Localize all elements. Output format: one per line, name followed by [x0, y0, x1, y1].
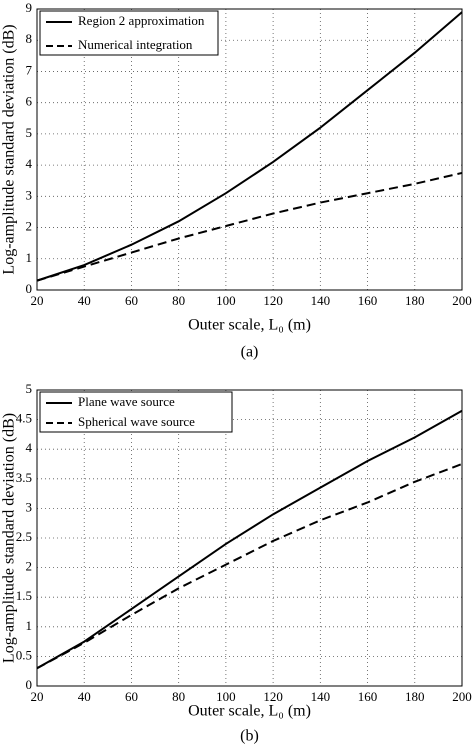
x-axis-label: Outer scale, L₀ (m): [188, 317, 311, 334]
x-tick-label: 200: [452, 689, 472, 704]
y-axis-label: Log-amplitude standard deviation (dB): [1, 24, 18, 274]
y-tick-label: 9: [26, 0, 33, 15]
data-line: [36, 171, 463, 282]
y-tick-label: 4.5: [16, 411, 32, 426]
y-tick-label: 3: [26, 187, 33, 202]
legend-label: Spherical wave source: [78, 414, 195, 429]
legend-label: Numerical integration: [78, 37, 193, 52]
x-tick-label: 160: [358, 689, 378, 704]
x-tick-label: 140: [311, 293, 331, 308]
plot-frame: [36, 8, 463, 291]
legend-label: Plane wave source: [78, 394, 175, 409]
y-tick-label: 3.5: [16, 470, 32, 485]
y-axis-label: Log-amplitude standard deviation (dB): [1, 413, 18, 663]
legend-label: Region 2 approximation: [78, 13, 205, 28]
x-tick-label: 180: [405, 293, 425, 308]
x-tick-label: 140: [311, 689, 331, 704]
data-line: [36, 463, 463, 670]
y-tick-label: 3: [26, 499, 33, 514]
y-tick-label: 1: [26, 618, 33, 633]
x-tick-label: 100: [216, 689, 236, 704]
x-tick-label: 80: [172, 293, 185, 308]
y-tick-label: 5: [26, 125, 33, 140]
x-tick-label: 100: [216, 293, 236, 308]
y-tick-label: 7: [26, 62, 33, 77]
y-tick-label: 1: [26, 250, 33, 265]
x-axis-label: Outer scale, L₀ (m): [188, 703, 311, 720]
legend-box: [39, 391, 233, 433]
x-tick-label: 60: [125, 293, 138, 308]
y-tick-label: 2: [26, 559, 33, 574]
legend-box: [39, 10, 219, 56]
x-tick-label: 20: [31, 293, 44, 308]
x-tick-label: 40: [78, 293, 91, 308]
y-tick-label: 5: [26, 381, 33, 396]
caption: (b): [240, 728, 259, 745]
y-tick-label: 0: [26, 281, 33, 296]
y-tick-label: 4: [26, 440, 33, 455]
x-tick-label: 80: [172, 689, 185, 704]
x-tick-label: 60: [125, 689, 138, 704]
x-tick-label: 120: [263, 689, 283, 704]
caption: (a): [241, 344, 259, 361]
y-tick-label: 8: [26, 31, 33, 46]
y-tick-label: 1.5: [16, 588, 32, 603]
plot-frame: [36, 389, 463, 687]
y-tick-label: 6: [26, 94, 33, 109]
y-tick-label: 4: [26, 156, 33, 171]
x-tick-label: 160: [358, 293, 378, 308]
data-line: [36, 409, 463, 670]
x-tick-label: 20: [31, 689, 44, 704]
y-tick-label: 0.5: [16, 647, 32, 662]
y-tick-label: 0: [26, 677, 33, 692]
x-tick-label: 180: [405, 689, 425, 704]
data-line: [36, 11, 463, 282]
y-tick-label: 2: [26, 219, 33, 234]
x-tick-label: 120: [263, 293, 283, 308]
y-tick-label: 2.5: [16, 529, 32, 544]
x-tick-label: 200: [452, 293, 472, 308]
x-tick-label: 40: [78, 689, 91, 704]
